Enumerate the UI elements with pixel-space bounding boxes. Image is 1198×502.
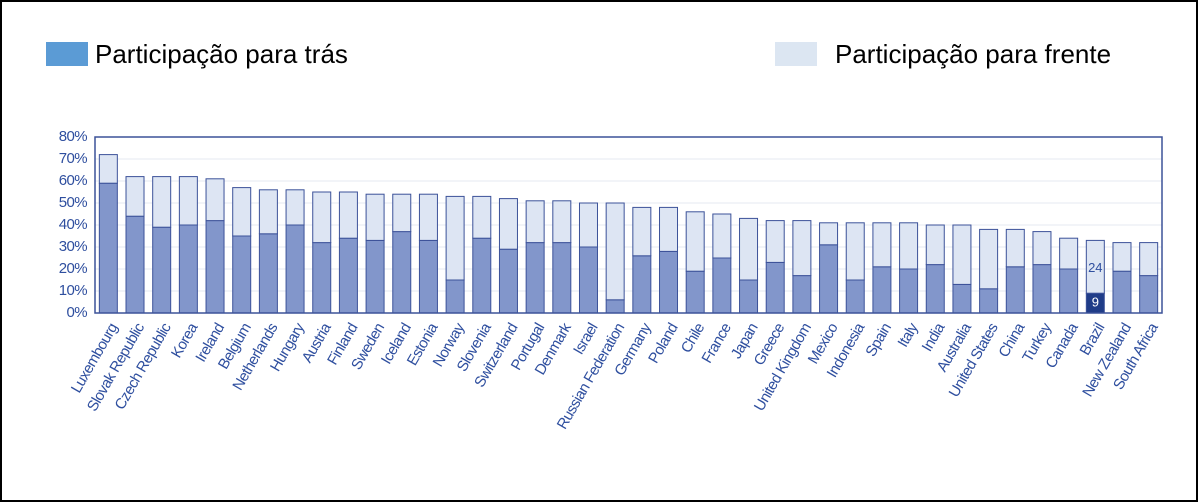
bar-segment [979,288,999,314]
bar-segment [125,176,145,217]
bar-segment [1139,275,1159,314]
bar-segment [258,233,278,314]
bar-segment [578,202,598,248]
bar-segment [205,178,225,222]
y-tick-label: 10% [59,282,87,299]
bar-segment [712,257,732,314]
bar-segment [899,268,919,314]
bar-segment [632,206,652,257]
bar-segment [125,215,145,314]
legend-swatch [775,42,817,66]
bar-segment [365,193,385,241]
bar-segment [392,193,412,233]
bar-segment [845,279,865,314]
bar-segment [872,222,892,268]
y-tick-label: 70% [59,150,87,167]
bar-segment [338,191,358,239]
bar-segment [845,222,865,281]
bar-segment [1059,268,1079,314]
value-label: 24 [1088,260,1102,275]
bar-segment [1005,266,1025,314]
bar-segment [472,237,492,314]
bar-segment [498,198,518,250]
bar-segment [952,224,972,285]
bar-segment [392,231,412,314]
bar-segment [152,226,172,314]
bar-segment [925,224,945,266]
bar-segment [925,264,945,314]
bar-segment [1112,242,1132,272]
bar-segment [1112,270,1132,314]
bar-segment [819,244,839,314]
bar-segment [152,176,172,228]
y-tick-label: 20% [59,260,87,277]
bar-segment [739,217,759,281]
bar-segment [632,255,652,314]
bar-segment [472,195,492,239]
plot-border [94,136,1163,314]
bar-segment [792,275,812,314]
bar-segment [1139,242,1159,277]
y-tick-label: 0% [67,304,88,321]
bar-segment [258,189,278,235]
bar-segment [178,224,198,314]
bar-segment [498,248,518,314]
bar-segment [98,182,118,314]
y-tick-label: 30% [59,238,87,255]
bar-segment [712,213,732,259]
y-tick-label: 80% [59,128,87,145]
bar-segment [232,187,252,237]
bar-segment [232,235,252,314]
bar-segment [765,220,785,263]
bar-segment [1032,231,1052,266]
bar-segment [445,279,465,314]
bar-segment [525,242,545,314]
value-label: 9 [1092,295,1099,310]
bar-segment [685,270,705,314]
bar-segment [819,222,839,246]
legend-label: Participação para trás [95,39,348,69]
bar-segment [365,239,385,314]
bar-segment [979,228,999,290]
bar-segment [552,242,572,314]
bar-segment [418,193,438,241]
bar-segment [418,239,438,314]
bar-segment [739,279,759,314]
bar-segment [312,242,332,314]
y-tick-label: 60% [59,172,87,189]
bar-segment [872,266,892,314]
bar-segment [525,200,545,244]
legend-label: Participação para frente [835,39,1111,69]
legend-swatch [46,42,88,66]
bar-segment [1085,239,1105,294]
bar-segment [1005,228,1025,268]
bar-segment [792,220,812,277]
y-tick-label: 40% [59,216,87,233]
bar-segment [685,211,705,272]
bar-segment [338,237,358,314]
bar-segment [659,250,679,314]
bar-segment [605,299,625,314]
bar-segment [1059,237,1079,270]
bar-segment [98,154,118,184]
bar-segment [1032,264,1052,314]
bar-segment [445,195,465,281]
bar-segment [178,176,198,226]
bar-segment [605,202,625,301]
bar-segment [285,224,305,314]
bar-segment [205,220,225,314]
bar-segment [899,222,919,270]
bar-segment [952,283,972,314]
bar-segment [312,191,332,244]
bar-segment [552,200,572,244]
bar-segment [765,261,785,314]
bar-segment [659,206,679,252]
y-tick-label: 50% [59,194,87,211]
bar-segment [578,246,598,314]
bar-segment [285,189,305,226]
